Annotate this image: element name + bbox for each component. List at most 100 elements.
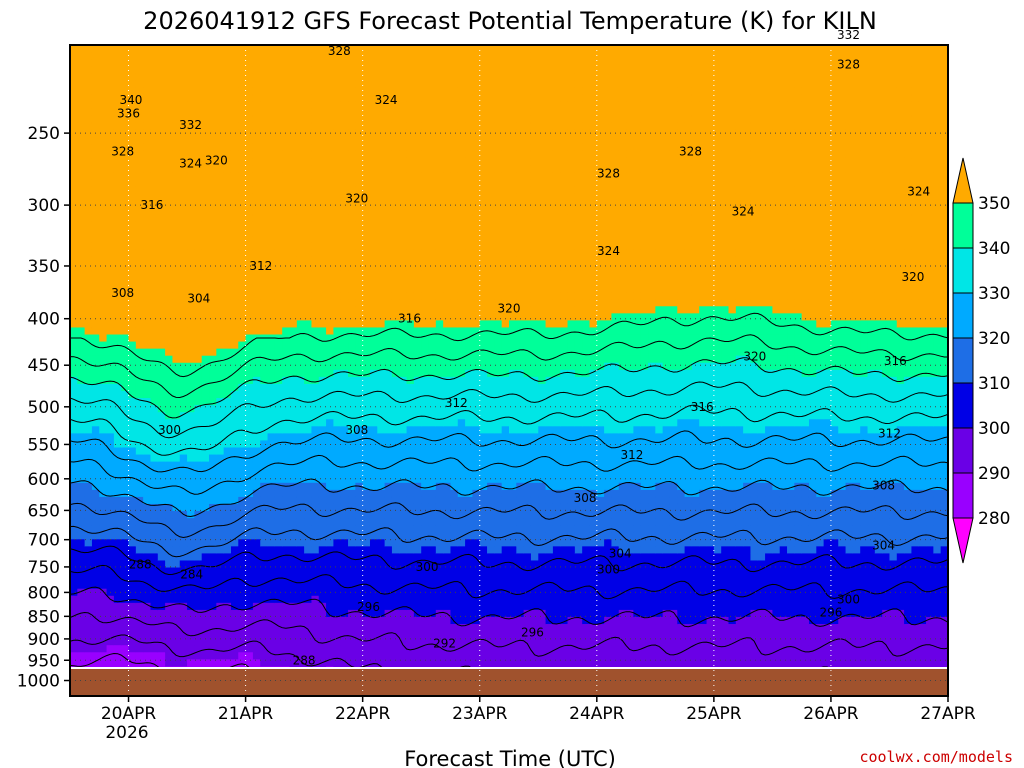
fill-cell <box>355 221 364 230</box>
fill-cell <box>260 306 269 314</box>
fill-cell <box>369 292 378 300</box>
fill-cell <box>194 503 203 512</box>
fill-cell <box>311 320 320 329</box>
fill-cell <box>165 52 174 60</box>
fill-cell <box>465 631 474 639</box>
fill-cell <box>143 157 152 166</box>
fill-cell <box>428 334 437 343</box>
fill-cell <box>472 263 481 272</box>
fill-cell <box>413 299 422 307</box>
fill-cell <box>209 306 217 314</box>
fill-cell <box>391 193 400 201</box>
fill-cell <box>84 376 93 385</box>
fill-cell <box>121 475 130 484</box>
fill-cell <box>311 136 320 145</box>
fill-cell <box>143 101 152 110</box>
fill-cell <box>252 398 261 406</box>
fill-cell <box>428 108 437 117</box>
fill-cell <box>77 235 86 244</box>
fill-cell <box>238 87 247 96</box>
fill-cell <box>77 285 86 293</box>
fill-cell <box>399 609 408 618</box>
fill-cell <box>194 80 203 88</box>
fill-cell <box>77 52 86 60</box>
fill-cell <box>172 285 181 293</box>
fill-cell <box>260 369 269 378</box>
fill-cell <box>274 242 283 251</box>
fill-cell <box>121 376 130 385</box>
fill-cell <box>179 52 188 60</box>
fill-cell <box>362 200 371 209</box>
fill-cell <box>435 242 444 251</box>
fill-cell <box>70 595 78 604</box>
fill-cell <box>99 383 108 392</box>
fill-cell <box>230 80 239 88</box>
fill-cell <box>209 631 217 639</box>
fill-cell <box>457 334 466 343</box>
fill-cell <box>355 652 364 660</box>
fill-cell <box>179 468 188 477</box>
fill-cell <box>238 256 247 265</box>
fill-cell <box>296 369 305 378</box>
fill-cell <box>143 207 152 216</box>
fill-cell <box>333 631 342 639</box>
fill-cell <box>77 221 86 230</box>
fill-cell <box>260 270 269 279</box>
fill-cell <box>187 214 195 223</box>
fill-cell <box>223 292 232 300</box>
fill-cell <box>187 482 195 491</box>
fill-cell <box>384 475 393 484</box>
fill-cell <box>296 426 305 434</box>
fill-cell <box>113 263 122 272</box>
fill-cell <box>172 468 181 477</box>
fill-cell <box>311 235 320 244</box>
fill-cell <box>413 73 422 81</box>
fill-cell <box>209 525 217 533</box>
fill-cell <box>443 327 452 336</box>
fill-cell <box>399 334 408 343</box>
fill-cell <box>157 129 166 138</box>
fill-cell <box>296 609 305 618</box>
fill-cell <box>428 172 437 180</box>
fill-cell <box>77 228 86 237</box>
fill-cell <box>384 482 393 491</box>
fill-cell <box>128 341 137 350</box>
fill-cell <box>245 574 254 583</box>
fill-cell <box>333 511 342 519</box>
fill-cell <box>99 292 108 300</box>
fill-cell <box>209 376 217 385</box>
fill-cell <box>465 546 474 555</box>
fill-cell <box>260 45 269 53</box>
fill-cell <box>443 482 452 491</box>
fill-cell <box>362 440 371 449</box>
fill-cell <box>274 546 283 555</box>
fill-cell <box>165 73 174 81</box>
fill-cell <box>99 475 108 484</box>
fill-cell <box>465 454 474 463</box>
fill-cell <box>260 327 269 336</box>
fill-cell <box>230 638 239 646</box>
fill-cell <box>128 221 137 230</box>
fill-cell <box>421 278 430 286</box>
fill-cell <box>289 66 298 74</box>
fill-cell <box>150 461 159 470</box>
fill-cell <box>99 489 108 498</box>
fill-cell <box>194 179 203 187</box>
fill-cell <box>355 59 364 67</box>
fill-cell <box>384 454 393 463</box>
fill-cell <box>421 66 430 74</box>
fill-cell <box>282 228 291 237</box>
fill-cell <box>391 624 400 632</box>
fill-cell <box>84 143 93 152</box>
fill-cell <box>377 539 386 547</box>
fill-cell <box>362 221 371 230</box>
fill-cell <box>457 278 466 286</box>
fill-cell <box>77 270 86 279</box>
fill-cell <box>362 270 371 279</box>
fill-cell <box>369 398 378 406</box>
fill-cell <box>150 235 159 244</box>
fill-cell <box>84 80 93 88</box>
fill-cell <box>91 567 100 576</box>
fill-cell <box>348 652 356 660</box>
fill-cell <box>128 539 137 547</box>
